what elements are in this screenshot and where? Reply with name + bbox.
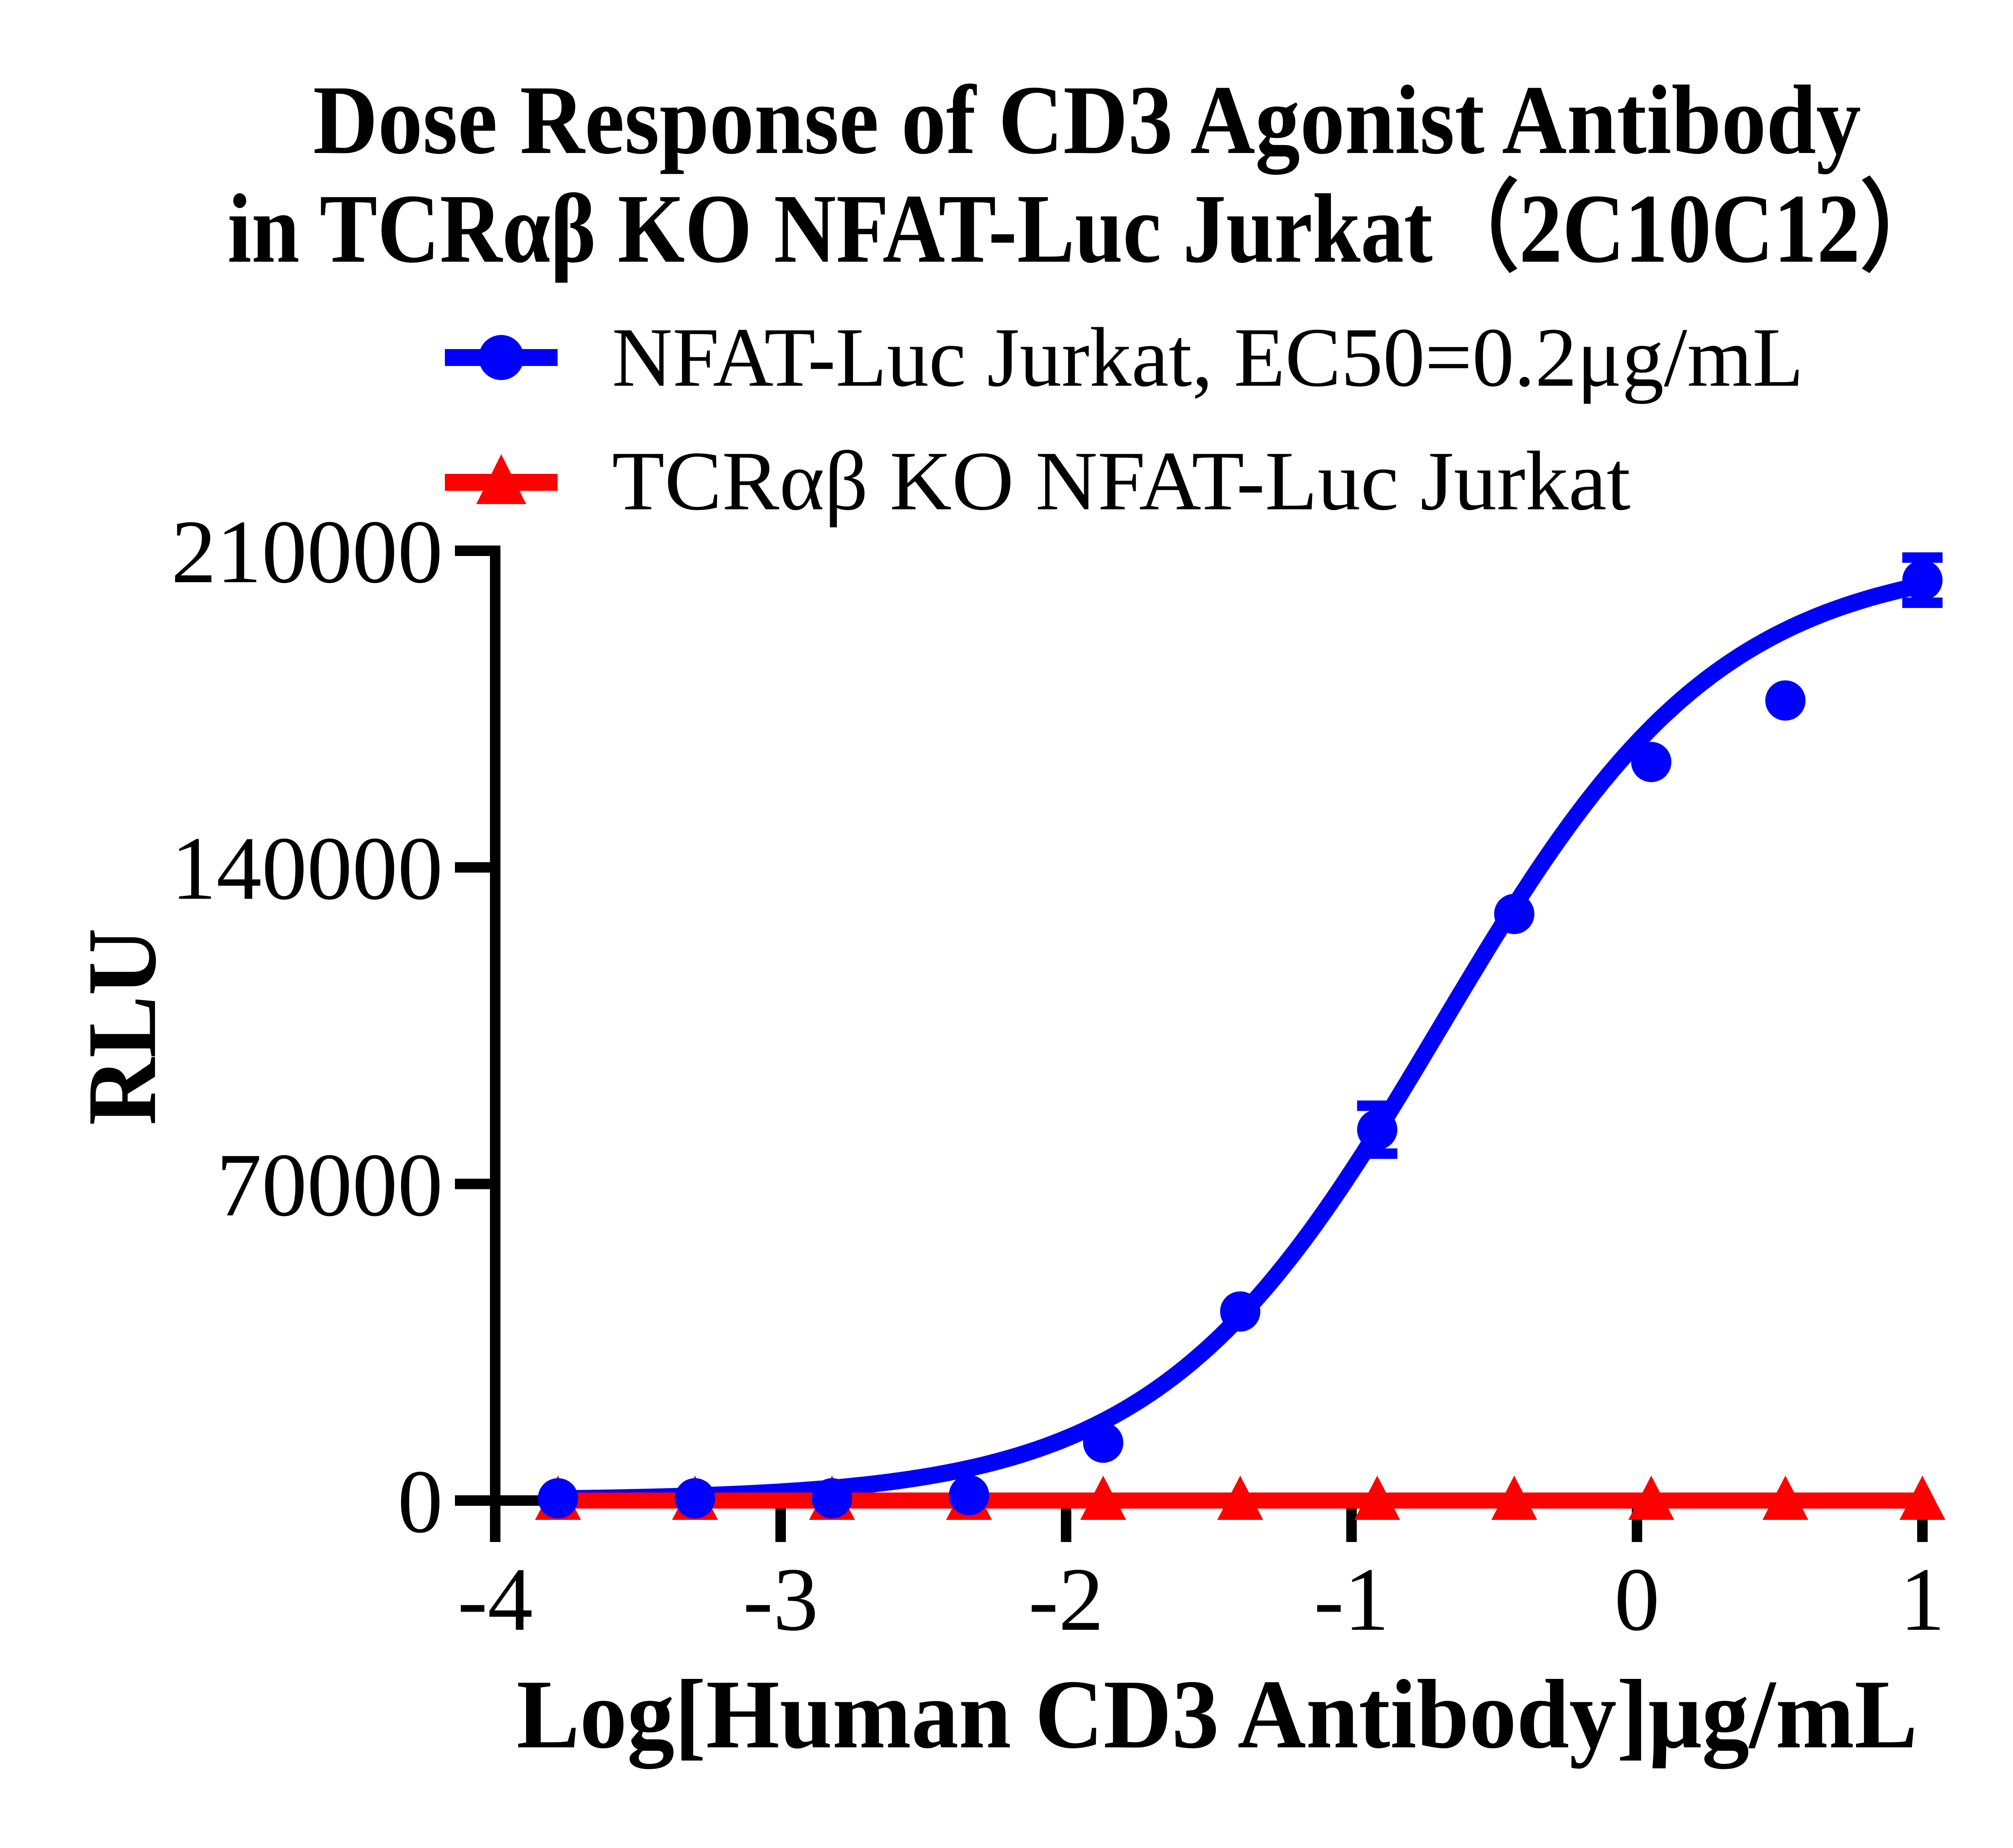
- x-tick-label: -2: [1028, 1549, 1104, 1650]
- blue-circle-marker: [1765, 680, 1806, 721]
- blue-circle-marker: [1631, 742, 1672, 782]
- y-tick-label: 0: [398, 1451, 443, 1552]
- legend-triangle-marker-icon: [476, 454, 526, 504]
- red-triangle-marker: [1354, 1476, 1400, 1520]
- y-axis-ticks: 0 70000 140000 210000: [171, 501, 495, 1552]
- blue-circle-marker: [537, 1478, 578, 1519]
- blue-circle-marker: [1494, 894, 1535, 934]
- y-tick-label: 210000: [171, 501, 443, 602]
- y-tick-label: 140000: [171, 818, 443, 918]
- red-triangle-marker: [1080, 1476, 1126, 1520]
- legend-label-tcrab-ko: TCRαβ KO NFAT-Luc Jurkat: [612, 434, 1631, 528]
- red-triangle-marker: [1491, 1476, 1538, 1520]
- y-tick-label: 70000: [217, 1135, 443, 1235]
- red-triangle-marker: [1762, 1476, 1808, 1520]
- legend-label-nfat-luc-jurkat: NFAT-Luc Jurkat, EC50=0.2μg/mL: [612, 311, 1804, 404]
- x-axis-ticks: -4 -3 -2 -1 0 1: [457, 1501, 1945, 1650]
- x-tick-label: 1: [1900, 1549, 1945, 1650]
- blue-circle-marker: [1357, 1109, 1397, 1150]
- x-tick-label: -1: [1314, 1549, 1389, 1650]
- x-tick-label: -3: [743, 1549, 818, 1650]
- blue-circle-marker: [1083, 1422, 1124, 1463]
- axes: 0 70000 140000 210000 -4 -3 -2 -1 0 1: [171, 501, 1945, 1650]
- chart-title: Dose Response of CD3 Agonist Antibody in…: [227, 65, 1947, 283]
- legend-circle-marker-icon: [479, 335, 524, 380]
- chart-title-line2: in TCRαβ KO NFAT-Luc Jurkat（2C10C12）: [227, 174, 1947, 283]
- blue-circle-marker: [675, 1478, 715, 1519]
- blue-circle-marker: [1902, 560, 1943, 601]
- legend: NFAT-Luc Jurkat, EC50=0.2μg/mL TCRαβ KO …: [445, 311, 1804, 528]
- y-axis-title: RLU: [67, 928, 176, 1125]
- blue-circle-marker: [1220, 1291, 1261, 1332]
- series-layer: [535, 552, 1945, 1520]
- chart-title-line1: Dose Response of CD3 Agonist Antibody: [313, 65, 1861, 175]
- blue-circle-marker: [812, 1478, 852, 1519]
- blue-circle-marker: [949, 1475, 989, 1515]
- red-triangle-marker: [1628, 1476, 1674, 1520]
- x-axis-title: Log[Human CD3 Antibody]μg/mL: [517, 1660, 1918, 1769]
- x-tick-label: 0: [1614, 1549, 1660, 1650]
- red-triangle-marker: [1217, 1476, 1263, 1520]
- x-tick-label: -4: [457, 1549, 533, 1650]
- red-triangle-marker: [1899, 1476, 1945, 1520]
